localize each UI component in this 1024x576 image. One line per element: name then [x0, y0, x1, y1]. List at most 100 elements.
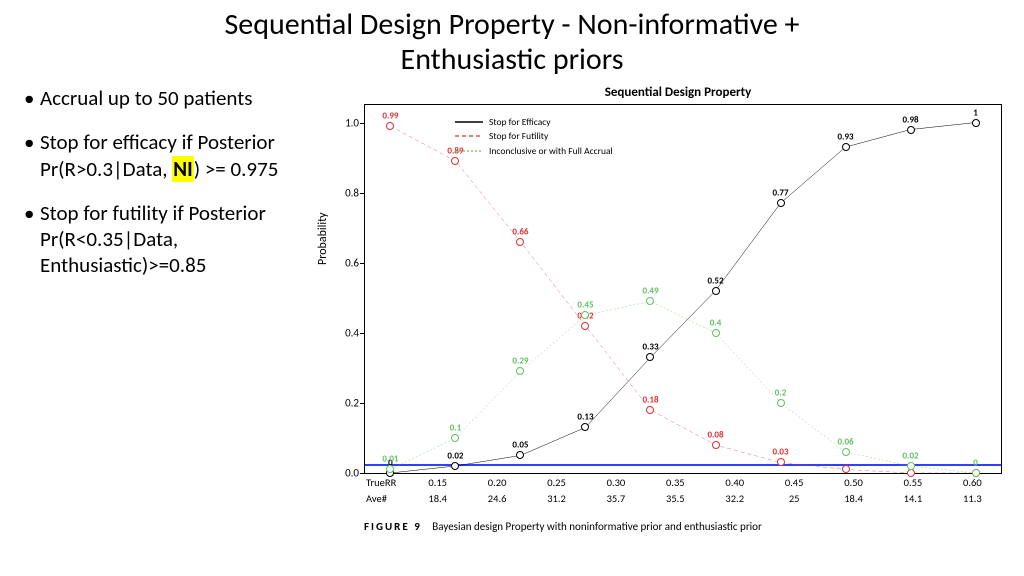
x-ave-cell: 35.7: [586, 492, 645, 505]
marker-inconclusive: [386, 465, 394, 473]
marker-futility: [516, 238, 524, 246]
bullet-2-text-b: ) >= 0.975: [194, 156, 279, 182]
value-label-inconclusive: 0.45: [577, 300, 593, 311]
value-label-efficacy: 0.05: [512, 440, 528, 451]
x-row-ave-cells: 18.424.631.235.735.532.22518.414.111.3: [408, 492, 1002, 505]
value-label-futility: 0.08: [707, 430, 723, 441]
marker-efficacy: [451, 462, 459, 470]
x-row-truerr-cells: 0.150.200.250.300.350.400.450.500.550.60: [408, 476, 1002, 489]
bullet-2-highlight: NI: [172, 156, 193, 182]
marker-efficacy: [712, 287, 720, 295]
x-truerr-cell: 0.30: [586, 476, 645, 489]
marker-inconclusive: [646, 297, 654, 305]
title-line-1: Sequential Design Property - Non-informa…: [0, 8, 1024, 43]
series-line-efficacy: [390, 123, 975, 473]
x-truerr-cell: 0.20: [467, 476, 526, 489]
marker-inconclusive: [907, 462, 915, 470]
series-lines: [365, 105, 1001, 473]
x-ave-cell: 11.3: [943, 492, 1002, 505]
marker-inconclusive: [712, 329, 720, 337]
x-ave-cell: 25: [764, 492, 823, 505]
marker-efficacy: [581, 423, 589, 431]
bullet-list: Accrual up to 50 patients Stop for effic…: [24, 85, 304, 533]
x-ave-cell: 14.1: [883, 492, 942, 505]
x-truerr-cell: 0.25: [527, 476, 586, 489]
x-truerr-cell: 0.50: [824, 476, 883, 489]
marker-efficacy: [646, 353, 654, 361]
value-label-efficacy: 0.93: [837, 132, 853, 143]
value-label-inconclusive: 0.4: [710, 317, 722, 328]
x-truerr-cell: 0.40: [705, 476, 764, 489]
content-row: Accrual up to 50 patients Stop for effic…: [0, 77, 1024, 533]
series-line-futility: [390, 126, 975, 473]
legend-line-icon: [455, 118, 483, 126]
value-label-inconclusive: 0.49: [642, 286, 658, 297]
x-truerr-cell: 0.45: [764, 476, 823, 489]
x-ave-cell: 32.2: [705, 492, 764, 505]
x-ave-cell: 18.4: [824, 492, 883, 505]
value-label-inconclusive: 0: [973, 458, 978, 469]
x-truerr-cell: 0.60: [943, 476, 1002, 489]
marker-futility: [451, 157, 459, 165]
y-tick-label: 0.6: [345, 256, 359, 269]
title-line-2: Enthusiastic priors: [0, 43, 1024, 78]
value-label-inconclusive: 0.2: [775, 387, 787, 398]
marker-efficacy: [907, 126, 915, 134]
y-tick-label: 0.0: [345, 467, 359, 480]
x-ave-cell: 24.6: [467, 492, 526, 505]
x-axis-block: TrueRR 0.150.200.250.300.350.400.450.500…: [364, 474, 1002, 506]
legend-label: Stop for Futility: [489, 129, 548, 143]
x-row-truerr-label: TrueRR: [364, 476, 408, 489]
legend-label: Inconclusive or with Full Accrual: [489, 144, 613, 158]
value-label-inconclusive: 0.29: [512, 356, 528, 367]
x-row-ave-label: Ave#: [364, 492, 408, 505]
marker-inconclusive: [451, 434, 459, 442]
marker-efficacy: [516, 451, 524, 459]
slide-title: Sequential Design Property - Non-informa…: [0, 0, 1024, 77]
bullet-1: Accrual up to 50 patients: [24, 85, 304, 111]
value-label-futility: 0.18: [642, 395, 658, 406]
legend-line-icon: [455, 132, 483, 140]
value-label-futility: 0.66: [512, 226, 528, 237]
value-label-inconclusive: 0.1: [450, 423, 462, 434]
x-ave-cell: 18.4: [408, 492, 467, 505]
figure-caption: FIGURE 9 Bayesian design Property with n…: [364, 520, 1012, 533]
marker-inconclusive: [777, 399, 785, 407]
chart-title: Sequential Design Property: [344, 85, 1012, 100]
legend-line-icon: [455, 147, 483, 155]
marker-futility: [646, 406, 654, 414]
series-line-inconclusive: [390, 301, 975, 473]
value-label-futility: 0.03: [772, 447, 788, 458]
value-label-efficacy: 0.77: [772, 188, 788, 199]
x-truerr-cell: 0.15: [408, 476, 467, 489]
marker-futility: [777, 458, 785, 466]
value-label-efficacy: 0.02: [447, 451, 463, 462]
figure-caption-text: Bayesian design Property with noninforma…: [432, 520, 762, 533]
value-label-efficacy: 0.13: [577, 412, 593, 423]
marker-futility: [581, 322, 589, 330]
figure-caption-label: FIGURE 9: [364, 520, 422, 533]
plot-area: 0.00.20.40.60.81.000.020.050.130.330.520…: [364, 104, 1002, 474]
value-label-inconclusive: 0.02: [902, 451, 918, 462]
value-label-inconclusive: 0.06: [837, 437, 853, 448]
y-tick-label: 1.0: [345, 116, 359, 129]
x-truerr-cell: 0.55: [883, 476, 942, 489]
marker-futility: [386, 122, 394, 130]
chart-container: Sequential Design Property Probability 0…: [304, 85, 1012, 533]
marker-inconclusive: [581, 311, 589, 319]
legend-row-efficacy: Stop for Efficacy: [455, 115, 613, 129]
value-label-futility: 0.99: [382, 111, 398, 122]
value-label-efficacy: 0.98: [902, 114, 918, 125]
marker-efficacy: [842, 143, 850, 151]
y-tick-label: 0.2: [345, 396, 359, 409]
marker-futility: [712, 441, 720, 449]
bullet-2: Stop for efficacy if Posterior Pr(R>0.3|…: [24, 129, 304, 182]
y-axis-label: Probability: [316, 212, 330, 265]
bullet-1-text: Accrual up to 50 patients: [40, 85, 253, 111]
marker-inconclusive: [842, 448, 850, 456]
x-row-truerr: TrueRR 0.150.200.250.300.350.400.450.500…: [364, 474, 1002, 490]
y-tick-label: 0.8: [345, 186, 359, 199]
marker-efficacy: [777, 199, 785, 207]
marker-inconclusive: [516, 367, 524, 375]
legend: Stop for EfficacyStop for FutilityInconc…: [455, 115, 613, 158]
